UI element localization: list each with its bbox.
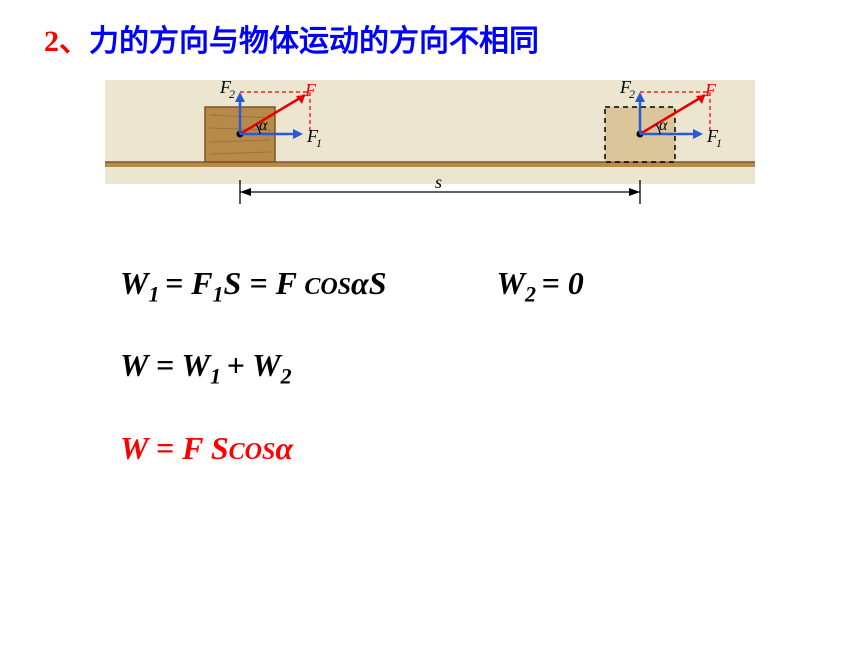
equation-final: W = F SCOSα [120, 430, 760, 467]
title-text: 力的方向与物体运动的方向不相同 [89, 25, 539, 58]
svg-text:F: F [704, 80, 717, 100]
svg-text:α: α [259, 117, 268, 134]
title-number: 2、 [44, 25, 89, 58]
equation-sum: W = W1 + W2 [120, 347, 760, 389]
equation-row-1: W1 = F1S = F COSαS W2 = 0 [120, 265, 760, 347]
svg-text:2: 2 [229, 87, 235, 101]
svg-text:F: F [304, 80, 317, 100]
svg-text:1: 1 [316, 136, 322, 150]
svg-text:2: 2 [629, 87, 635, 101]
svg-text:s: s [435, 172, 442, 192]
svg-text:α: α [659, 117, 668, 134]
section-title: 2、力的方向与物体运动的方向不相同 [44, 16, 539, 60]
equations-block: W1 = F1S = F COSαS W2 = 0 W = W1 + W2 W … [120, 265, 760, 507]
equation-w2: W2 = 0 [497, 265, 584, 307]
physics-diagram: F 2 F F 1 α F 2 F F 1 α s [105, 80, 755, 210]
svg-text:1: 1 [716, 136, 722, 150]
equation-w1: W1 = F1S = F COSαS [120, 265, 387, 307]
